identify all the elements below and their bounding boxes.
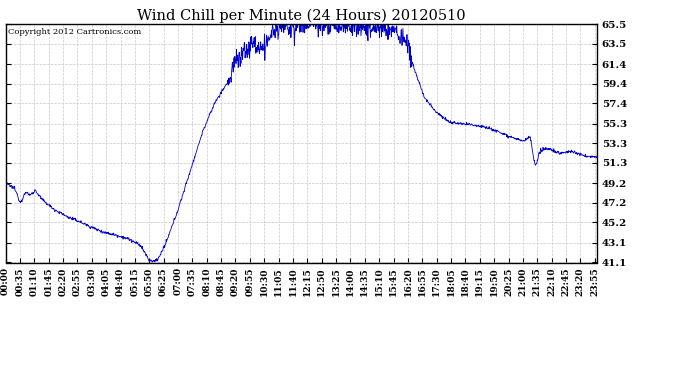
Text: Copyright 2012 Cartronics.com: Copyright 2012 Cartronics.com xyxy=(8,28,141,36)
Title: Wind Chill per Minute (24 Hours) 20120510: Wind Chill per Minute (24 Hours) 2012051… xyxy=(137,9,466,23)
